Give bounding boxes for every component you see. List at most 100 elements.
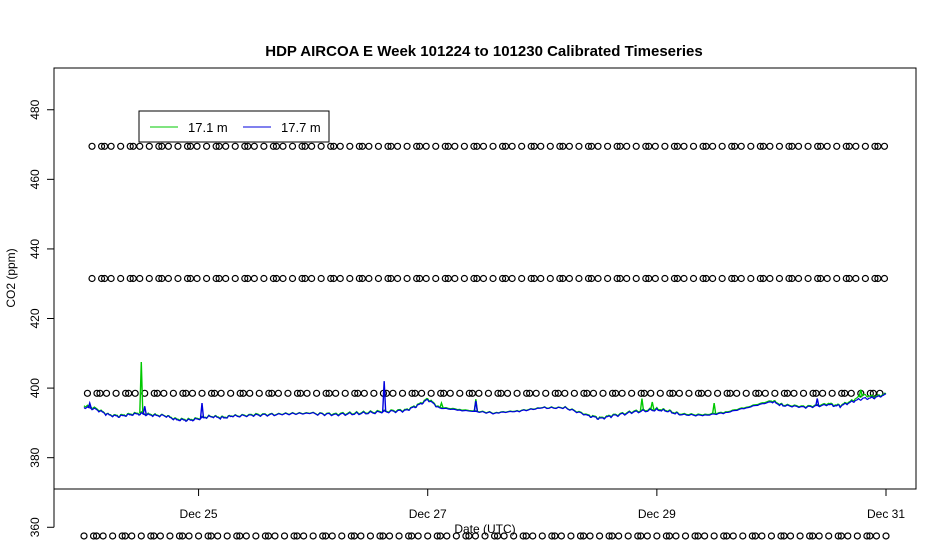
marker-point xyxy=(88,142,96,150)
marker-point xyxy=(341,389,349,397)
legend-label-17-7-m: 17.7 m xyxy=(281,120,321,135)
marker-point xyxy=(99,532,107,540)
marker-point xyxy=(217,389,225,397)
marker-point xyxy=(246,389,254,397)
marker-point xyxy=(584,142,593,150)
marker-point xyxy=(308,142,316,150)
marker-point xyxy=(193,274,201,283)
y-tick-label: 380 xyxy=(28,447,42,467)
marker-point xyxy=(584,274,593,283)
marker-point xyxy=(672,532,680,540)
marker-point xyxy=(338,532,346,540)
marker-point xyxy=(460,274,468,283)
marker-point xyxy=(847,389,855,397)
marker-point xyxy=(269,274,278,283)
marker-point xyxy=(567,532,575,540)
marker-point xyxy=(317,274,325,283)
marker-point xyxy=(518,274,526,283)
marker-point xyxy=(432,274,440,283)
series-17-7-m-spike xyxy=(142,406,147,415)
marker-point xyxy=(739,532,747,540)
marker-point xyxy=(366,532,375,540)
marker-point xyxy=(212,142,220,150)
x-axis: Dec 25 Dec 27 Dec 29 Dec 31 xyxy=(180,488,905,521)
marker-point xyxy=(570,389,578,397)
marker-point xyxy=(322,389,330,397)
marker-point xyxy=(97,142,106,150)
marker-point xyxy=(575,142,583,150)
marker-point xyxy=(403,274,411,283)
marker-point xyxy=(718,142,726,150)
marker-point xyxy=(608,389,617,397)
series-17-7-m xyxy=(83,381,887,423)
marker-point xyxy=(852,274,860,283)
marker-point xyxy=(575,274,583,283)
marker-point xyxy=(537,142,545,150)
marker-point xyxy=(118,532,126,540)
marker-point xyxy=(623,274,631,283)
marker-point xyxy=(298,142,306,150)
series-17-7-m-line xyxy=(83,393,887,423)
marker-point xyxy=(603,142,612,150)
marker-point xyxy=(823,142,831,150)
marker-point xyxy=(766,274,774,283)
marker-point xyxy=(806,532,814,540)
marker-point xyxy=(833,142,841,150)
marker-point xyxy=(80,532,88,540)
marker-point xyxy=(166,532,174,540)
marker-point xyxy=(880,142,889,150)
marker-point xyxy=(465,389,473,397)
marker-point xyxy=(771,389,779,397)
series-17-1-m-spike xyxy=(711,402,717,414)
marker-point xyxy=(131,389,139,397)
marker-point xyxy=(586,532,594,540)
marker-rows xyxy=(80,142,890,540)
x-tick-label: Dec 25 xyxy=(180,507,218,521)
marker-point xyxy=(164,274,172,283)
marker-point xyxy=(271,532,279,540)
y-tick-label: 400 xyxy=(28,378,42,398)
marker-point xyxy=(681,532,690,540)
marker-point xyxy=(513,389,521,397)
marker-point xyxy=(117,274,125,283)
marker-point xyxy=(752,389,760,397)
x-tick-label: Dec 29 xyxy=(638,507,676,521)
marker-point xyxy=(250,142,258,150)
marker-point xyxy=(790,389,798,397)
marker-point xyxy=(398,389,407,397)
marker-point xyxy=(756,142,764,150)
marker-point xyxy=(804,274,812,283)
marker-point xyxy=(647,389,655,397)
chart-title: HDP AIRCOA E Week 101224 to 101230 Calib… xyxy=(265,43,702,60)
marker-point xyxy=(207,389,216,397)
marker-point xyxy=(844,532,852,540)
marker-point xyxy=(815,532,823,540)
marker-point xyxy=(767,532,776,540)
marker-point xyxy=(632,142,640,150)
marker-point xyxy=(169,389,177,397)
marker-point xyxy=(618,389,626,397)
marker-point xyxy=(490,532,499,540)
marker-point xyxy=(747,274,755,283)
marker-point xyxy=(128,532,136,540)
marker-point xyxy=(475,389,483,397)
x-tick-label: Dec 27 xyxy=(409,507,447,521)
marker-point xyxy=(145,274,153,283)
marker-point xyxy=(576,532,585,540)
series-17-7-m-spike xyxy=(199,402,205,419)
marker-point xyxy=(615,532,623,540)
marker-point xyxy=(336,274,344,283)
marker-point xyxy=(347,532,355,540)
marker-point xyxy=(748,532,756,540)
marker-point xyxy=(471,532,480,540)
y-axis-label: CO2 (ppm) xyxy=(4,248,18,307)
marker-point xyxy=(374,274,383,283)
marker-point xyxy=(357,532,365,540)
marker-point xyxy=(136,274,144,283)
marker-point xyxy=(405,532,413,540)
marker-point xyxy=(198,389,206,397)
marker-point xyxy=(628,389,636,397)
marker-point xyxy=(634,532,642,540)
marker-point xyxy=(360,389,368,397)
marker-point xyxy=(603,274,612,283)
